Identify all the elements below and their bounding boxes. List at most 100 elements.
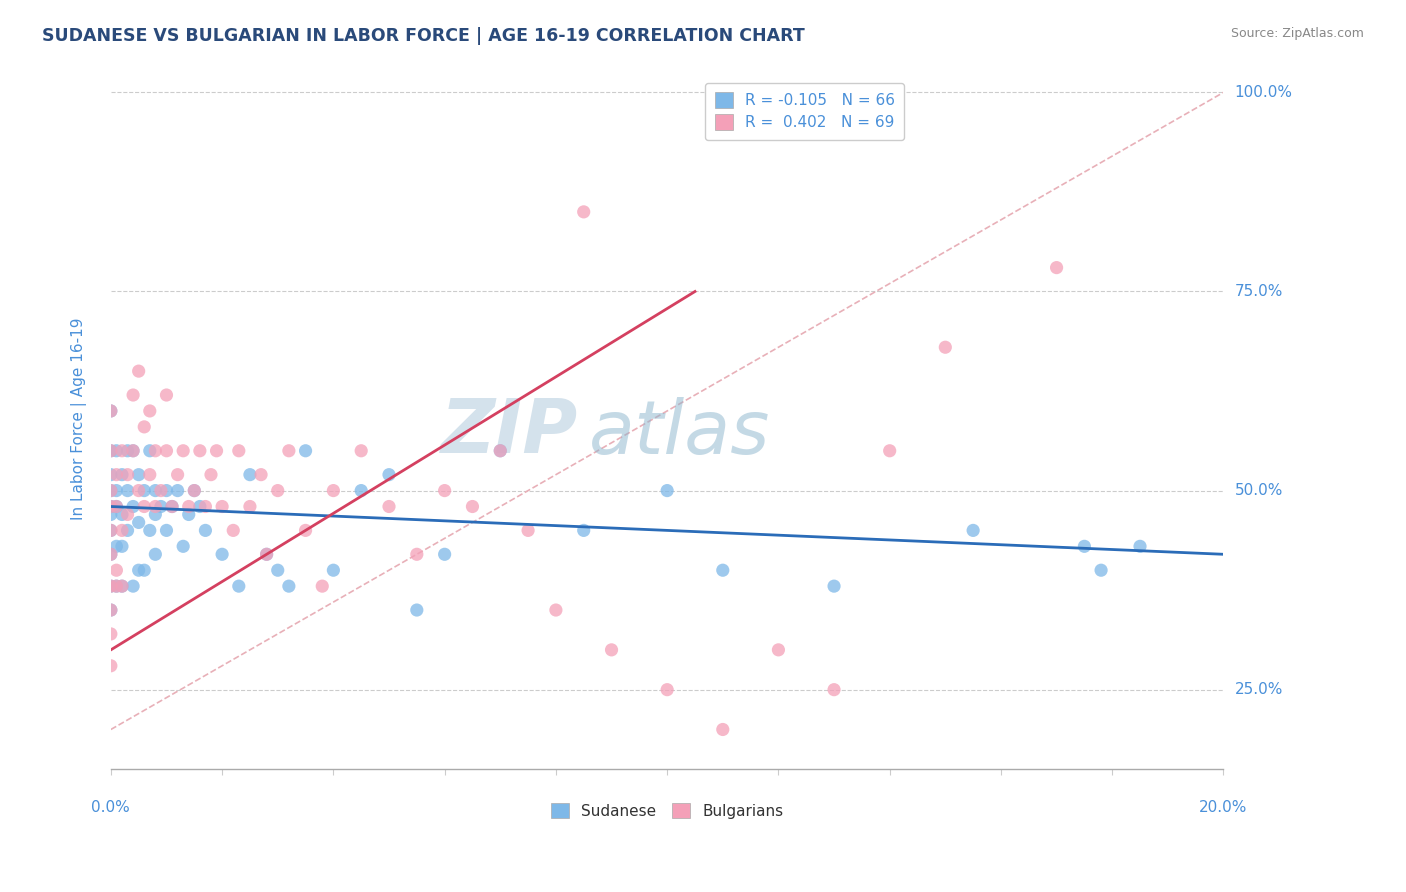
Point xyxy=(155,388,177,402)
Point xyxy=(572,524,595,538)
Point xyxy=(256,547,278,561)
Point xyxy=(117,483,139,498)
Point xyxy=(100,443,122,458)
Point xyxy=(111,579,134,593)
Point xyxy=(100,658,122,673)
Point xyxy=(100,483,122,498)
Point xyxy=(1090,563,1112,577)
Point xyxy=(239,500,262,514)
Point xyxy=(100,443,122,458)
Point xyxy=(322,483,344,498)
Point xyxy=(100,500,122,514)
Point xyxy=(177,508,200,522)
Point xyxy=(134,563,156,577)
Point xyxy=(405,547,427,561)
Point xyxy=(111,524,134,538)
Point xyxy=(105,579,128,593)
Point xyxy=(711,563,734,577)
Point xyxy=(311,579,333,593)
Point xyxy=(194,500,217,514)
Point xyxy=(105,563,128,577)
Text: 20.0%: 20.0% xyxy=(1199,800,1247,815)
Point xyxy=(139,467,162,482)
Point xyxy=(768,643,790,657)
Point xyxy=(172,443,194,458)
Point xyxy=(100,483,122,498)
Point xyxy=(934,340,956,354)
Point xyxy=(205,443,228,458)
Text: ZIP: ZIP xyxy=(441,396,578,469)
Point xyxy=(256,547,278,561)
Point xyxy=(433,483,456,498)
Point xyxy=(105,500,128,514)
Text: 50.0%: 50.0% xyxy=(1234,483,1282,498)
Point xyxy=(823,682,845,697)
Point xyxy=(111,579,134,593)
Point xyxy=(100,603,122,617)
Text: 75.0%: 75.0% xyxy=(1234,284,1282,299)
Point xyxy=(183,483,205,498)
Point xyxy=(294,524,316,538)
Point xyxy=(111,443,134,458)
Point xyxy=(160,500,183,514)
Point xyxy=(222,524,245,538)
Point xyxy=(200,467,222,482)
Y-axis label: In Labor Force | Age 16-19: In Labor Force | Age 16-19 xyxy=(72,318,87,520)
Point xyxy=(143,483,166,498)
Point xyxy=(1045,260,1067,275)
Point xyxy=(117,467,139,482)
Point xyxy=(111,539,134,553)
Point xyxy=(188,443,211,458)
Point xyxy=(160,500,183,514)
Point xyxy=(177,500,200,514)
Point xyxy=(105,579,128,593)
Point xyxy=(489,443,512,458)
Point xyxy=(149,483,172,498)
Point xyxy=(267,483,290,498)
Point xyxy=(166,467,188,482)
Point xyxy=(139,404,162,418)
Point xyxy=(100,579,122,593)
Point xyxy=(155,483,177,498)
Point xyxy=(1073,539,1095,553)
Point xyxy=(322,563,344,577)
Legend: Sudanese, Bulgarians: Sudanese, Bulgarians xyxy=(544,797,790,825)
Point xyxy=(228,443,250,458)
Point xyxy=(544,603,567,617)
Point xyxy=(122,388,145,402)
Point xyxy=(105,467,128,482)
Point xyxy=(128,483,150,498)
Text: 0.0%: 0.0% xyxy=(91,800,131,815)
Point xyxy=(111,508,134,522)
Point xyxy=(105,443,128,458)
Point xyxy=(111,467,134,482)
Point xyxy=(183,483,205,498)
Point xyxy=(149,500,172,514)
Point xyxy=(105,539,128,553)
Point xyxy=(211,547,233,561)
Point xyxy=(122,443,145,458)
Point xyxy=(143,508,166,522)
Point xyxy=(139,443,162,458)
Point xyxy=(117,524,139,538)
Point xyxy=(100,508,122,522)
Point xyxy=(711,723,734,737)
Point xyxy=(350,443,373,458)
Point xyxy=(143,443,166,458)
Text: SUDANESE VS BULGARIAN IN LABOR FORCE | AGE 16-19 CORRELATION CHART: SUDANESE VS BULGARIAN IN LABOR FORCE | A… xyxy=(42,27,804,45)
Point xyxy=(122,579,145,593)
Point xyxy=(100,524,122,538)
Point xyxy=(572,205,595,219)
Point xyxy=(100,579,122,593)
Point xyxy=(122,443,145,458)
Point xyxy=(100,603,122,617)
Point xyxy=(350,483,373,498)
Point xyxy=(100,547,122,561)
Point xyxy=(489,443,512,458)
Point xyxy=(128,467,150,482)
Point xyxy=(100,500,122,514)
Point xyxy=(600,643,623,657)
Point xyxy=(100,524,122,538)
Point xyxy=(378,467,401,482)
Point xyxy=(211,500,233,514)
